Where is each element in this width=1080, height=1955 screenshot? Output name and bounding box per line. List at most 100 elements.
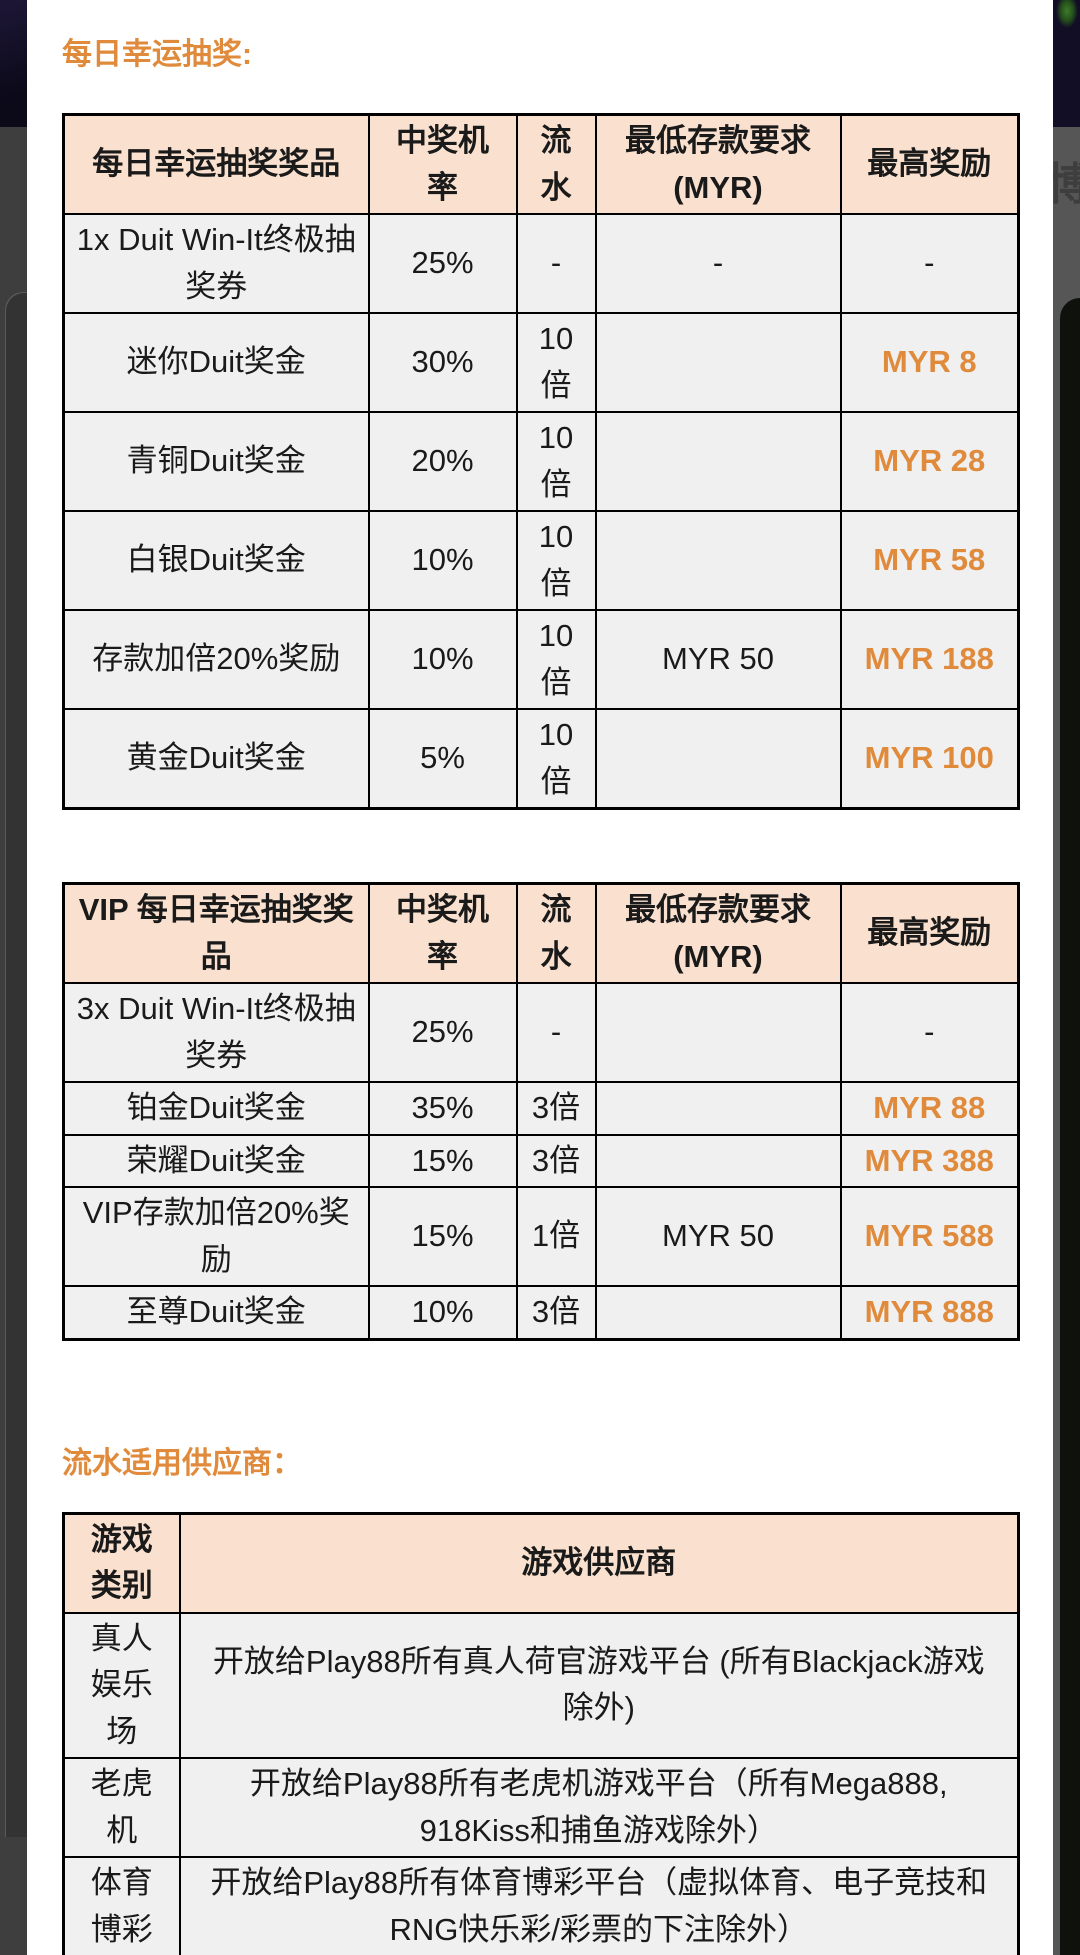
prize-cell: VIP存款加倍20%奖励: [62, 1186, 370, 1287]
turnover-cell: 3倍: [515, 1285, 597, 1340]
table-row: 青铜Duit奖金 20% 10倍 MYR 28: [62, 411, 1020, 512]
game-category-cell: 体育博彩: [62, 1856, 181, 1955]
daily-draw-table: 每日幸运抽奖奖品 中奖机率 流水 最低存款要求 (MYR) 最高奖励 1x Du…: [62, 113, 1020, 810]
max-reward-cell: MYR 8: [839, 312, 1020, 413]
min-deposit-cell: [594, 312, 842, 413]
prize-cell: 迷你Duit奖金: [62, 312, 370, 413]
col-header-prize: 每日幸运抽奖奖品: [62, 113, 370, 215]
max-reward-cell: MYR 588: [839, 1186, 1020, 1287]
table-row: 至尊Duit奖金 10% 3倍 MYR 888: [62, 1285, 1020, 1340]
vip-draw-table: VIP 每日幸运抽奖奖品 中奖机率 流水 最低存款要求 (MYR) 最高奖励 3…: [62, 882, 1020, 1341]
turnover-cell: 3倍: [515, 1133, 597, 1188]
col-header-min-deposit: 最低存款要求 (MYR): [594, 113, 842, 215]
table-row: 迷你Duit奖金 30% 10倍 MYR 8: [62, 312, 1020, 413]
table-row: 体育博彩 开放给Play88所有体育博彩平台（虚拟体育、电子竞技和RNG快乐彩/…: [62, 1856, 1020, 1955]
win-chance-cell: 15%: [367, 1133, 518, 1188]
col-header-game-category: 游戏类别: [62, 1512, 181, 1614]
win-chance-cell: 35%: [367, 1081, 518, 1136]
win-chance-cell: 25%: [367, 213, 518, 314]
turnover-cell: 10倍: [515, 411, 597, 512]
background-right-card: [1060, 298, 1080, 1955]
prize-cell: 1x Duit Win-It终极抽奖券: [62, 213, 370, 314]
col-header-turnover: 流水: [515, 882, 597, 984]
max-reward-cell: MYR 28: [839, 411, 1020, 512]
win-chance-cell: 10%: [367, 1285, 518, 1340]
prize-cell: 荣耀Duit奖金: [62, 1133, 370, 1188]
turnover-cell: 10倍: [515, 312, 597, 413]
table-row: 3x Duit Win-It终极抽奖券 25% - -: [62, 982, 1020, 1083]
table-row: 黄金Duit奖金 5% 10倍 MYR 100: [62, 708, 1020, 810]
decorative-green-blob-icon: [1056, 0, 1078, 28]
max-reward-cell: MYR 388: [839, 1133, 1020, 1188]
background-right-navy-band: [1053, 0, 1080, 127]
provider-cell: 开放给Play88所有体育博彩平台（虚拟体育、电子竞技和RNG快乐彩/彩票的下注…: [178, 1856, 1020, 1955]
col-header-prize: VIP 每日幸运抽奖奖品: [62, 882, 370, 984]
background-left-navy-band: [0, 0, 27, 127]
provider-cell: 开放给Play88所有真人荷官游戏平台 (所有Blackjack游戏除外): [178, 1611, 1020, 1759]
background-left-strip: [0, 0, 27, 1955]
promo-content: 每日幸运抽奖: 每日幸运抽奖奖品 中奖机率 流水 最低存款要求 (MYR) 最高…: [27, 0, 1053, 1955]
max-reward-cell: MYR 188: [839, 609, 1020, 710]
game-category-cell: 真人娱乐场: [62, 1611, 181, 1759]
min-deposit-cell: [594, 708, 842, 810]
table-row: VIP存款加倍20%奖励 15% 1倍 MYR 50 MYR 588: [62, 1186, 1020, 1287]
table-header-row: 游戏类别 游戏供应商: [62, 1512, 1020, 1614]
turnover-cell: -: [515, 213, 597, 314]
table-row: 1x Duit Win-It终极抽奖券 25% - - -: [62, 213, 1020, 314]
min-deposit-cell: MYR 50: [594, 609, 842, 710]
background-text-fragment: 博彩: [1053, 160, 1080, 209]
min-deposit-cell: [594, 982, 842, 1083]
min-deposit-cell: [594, 510, 842, 611]
col-header-win-chance: 中奖机率: [367, 882, 518, 984]
max-reward-cell: -: [839, 982, 1020, 1083]
max-reward-cell: MYR 100: [839, 708, 1020, 810]
col-header-win-chance: 中奖机率: [367, 113, 518, 215]
prize-cell: 白银Duit奖金: [62, 510, 370, 611]
turnover-cell: 10倍: [515, 510, 597, 611]
min-deposit-cell: -: [594, 213, 842, 314]
section-heading-daily-draw: 每日幸运抽奖:: [62, 38, 252, 71]
section-heading-providers: 流水适用供应商：: [62, 1446, 302, 1480]
prize-cell: 3x Duit Win-It终极抽奖券: [62, 982, 370, 1083]
providers-table: 游戏类别 游戏供应商 真人娱乐场 开放给Play88所有真人荷官游戏平台 (所有…: [62, 1511, 1020, 1955]
col-header-max-reward: 最高奖励: [839, 882, 1020, 984]
prize-cell: 至尊Duit奖金: [62, 1285, 370, 1340]
table-header-row: 每日幸运抽奖奖品 中奖机率 流水 最低存款要求 (MYR) 最高奖励: [62, 113, 1020, 215]
min-deposit-cell: [594, 1285, 842, 1340]
win-chance-cell: 15%: [367, 1186, 518, 1287]
prize-cell: 存款加倍20%奖励: [62, 609, 370, 710]
col-header-max-reward: 最高奖励: [839, 113, 1020, 215]
table-row: 铂金Duit奖金 35% 3倍 MYR 88: [62, 1081, 1020, 1136]
min-deposit-cell: [594, 411, 842, 512]
prize-cell: 铂金Duit奖金: [62, 1081, 370, 1136]
win-chance-cell: 5%: [367, 708, 518, 810]
max-reward-cell: MYR 58: [839, 510, 1020, 611]
table-row: 真人娱乐场 开放给Play88所有真人荷官游戏平台 (所有Blackjack游戏…: [62, 1611, 1020, 1759]
table-row: 荣耀Duit奖金 15% 3倍 MYR 388: [62, 1133, 1020, 1188]
max-reward-cell: MYR 888: [839, 1285, 1020, 1340]
max-reward-cell: MYR 88: [839, 1081, 1020, 1136]
col-header-provider: 游戏供应商: [178, 1512, 1020, 1614]
max-reward-cell: -: [839, 213, 1020, 314]
prize-cell: 黄金Duit奖金: [62, 708, 370, 810]
win-chance-cell: 25%: [367, 982, 518, 1083]
turnover-cell: 10倍: [515, 708, 597, 810]
min-deposit-cell: [594, 1133, 842, 1188]
provider-cell: 开放给Play88所有老虎机游戏平台（所有Mega888, 918Kiss和捕鱼…: [178, 1757, 1020, 1858]
min-deposit-cell: [594, 1081, 842, 1136]
turnover-cell: 1倍: [515, 1186, 597, 1287]
win-chance-cell: 20%: [367, 411, 518, 512]
win-chance-cell: 30%: [367, 312, 518, 413]
col-header-min-deposit: 最低存款要求 (MYR): [594, 882, 842, 984]
prize-cell: 青铜Duit奖金: [62, 411, 370, 512]
background-right-strip: 博彩: [1053, 0, 1080, 1955]
turnover-cell: 3倍: [515, 1081, 597, 1136]
win-chance-cell: 10%: [367, 510, 518, 611]
table-row: 白银Duit奖金 10% 10倍 MYR 58: [62, 510, 1020, 611]
col-header-turnover: 流水: [515, 113, 597, 215]
table-row: 老虎机 开放给Play88所有老虎机游戏平台（所有Mega888, 918Kis…: [62, 1757, 1020, 1858]
game-category-cell: 老虎机: [62, 1757, 181, 1858]
turnover-cell: -: [515, 982, 597, 1083]
turnover-cell: 10倍: [515, 609, 597, 710]
